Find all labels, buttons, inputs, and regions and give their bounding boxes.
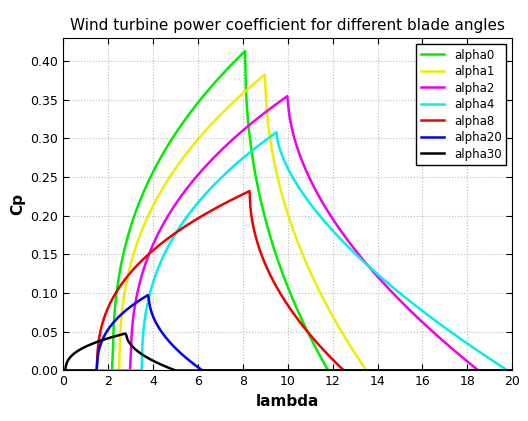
alpha4 xyxy=(277,147,284,152)
alpha2 xyxy=(429,328,435,333)
alpha1 xyxy=(429,368,435,373)
alpha4 xyxy=(274,130,280,135)
Legend: alpha0, alpha1, alpha2, alpha4, alpha8, alpha20, alpha30: alpha0, alpha1, alpha2, alpha4, alpha8, … xyxy=(416,44,506,165)
alpha8 xyxy=(328,356,335,361)
alpha30 xyxy=(429,368,435,373)
alpha30 xyxy=(328,368,335,373)
X-axis label: lambda: lambda xyxy=(256,394,319,409)
alpha30 xyxy=(274,368,280,373)
alpha8 xyxy=(509,368,515,373)
alpha1 xyxy=(499,368,505,373)
alpha20 xyxy=(509,368,515,373)
alpha2 xyxy=(509,368,515,373)
alpha8 xyxy=(499,368,505,373)
alpha30 xyxy=(122,331,129,336)
alpha30 xyxy=(60,368,67,373)
alpha20 xyxy=(499,368,505,373)
alpha4 xyxy=(499,365,505,370)
alpha20 xyxy=(274,368,280,373)
alpha0 xyxy=(274,256,280,261)
alpha30 xyxy=(277,368,284,373)
alpha8 xyxy=(247,189,253,194)
alpha0 xyxy=(429,368,435,373)
alpha2 xyxy=(60,368,67,373)
alpha4 xyxy=(304,197,310,202)
alpha1 xyxy=(262,72,268,77)
alpha0 xyxy=(242,48,248,53)
alpha0 xyxy=(509,368,515,373)
Line: alpha2: alpha2 xyxy=(63,96,512,370)
alpha2 xyxy=(276,99,282,104)
Line: alpha1: alpha1 xyxy=(63,75,512,370)
alpha20 xyxy=(304,368,310,373)
alpha8 xyxy=(429,368,435,373)
alpha30 xyxy=(304,368,310,373)
alpha1 xyxy=(509,368,515,373)
alpha2 xyxy=(328,214,335,219)
alpha4 xyxy=(509,368,515,373)
alpha0 xyxy=(328,368,335,373)
alpha20 xyxy=(429,368,435,373)
Line: alpha4: alpha4 xyxy=(63,132,512,370)
alpha2 xyxy=(274,101,280,107)
alpha0 xyxy=(499,368,505,373)
alpha1 xyxy=(60,368,67,373)
alpha8 xyxy=(60,368,67,373)
alpha20 xyxy=(145,293,151,298)
alpha0 xyxy=(304,328,310,333)
alpha4 xyxy=(429,316,435,321)
alpha0 xyxy=(277,264,284,269)
alpha0 xyxy=(60,368,67,373)
alpha1 xyxy=(304,262,310,267)
alpha1 xyxy=(274,174,280,179)
alpha8 xyxy=(277,290,284,296)
alpha4 xyxy=(328,226,335,232)
Line: alpha30: alpha30 xyxy=(63,333,512,370)
alpha4 xyxy=(60,368,67,373)
alpha8 xyxy=(274,286,280,291)
alpha30 xyxy=(509,368,515,373)
alpha2 xyxy=(284,94,290,99)
alpha2 xyxy=(499,368,505,373)
alpha20 xyxy=(60,368,67,373)
alpha8 xyxy=(304,329,310,334)
alpha2 xyxy=(304,171,310,176)
alpha30 xyxy=(499,368,505,373)
Line: alpha20: alpha20 xyxy=(63,295,512,370)
alpha1 xyxy=(277,185,284,190)
Line: alpha0: alpha0 xyxy=(63,51,512,370)
Title: Wind turbine power coefficient for different blade angles: Wind turbine power coefficient for diffe… xyxy=(70,18,505,32)
Line: alpha8: alpha8 xyxy=(63,191,512,370)
alpha4 xyxy=(274,137,280,142)
alpha1 xyxy=(328,311,335,316)
Y-axis label: Cp: Cp xyxy=(10,193,25,215)
alpha20 xyxy=(277,368,284,373)
alpha20 xyxy=(328,368,335,373)
